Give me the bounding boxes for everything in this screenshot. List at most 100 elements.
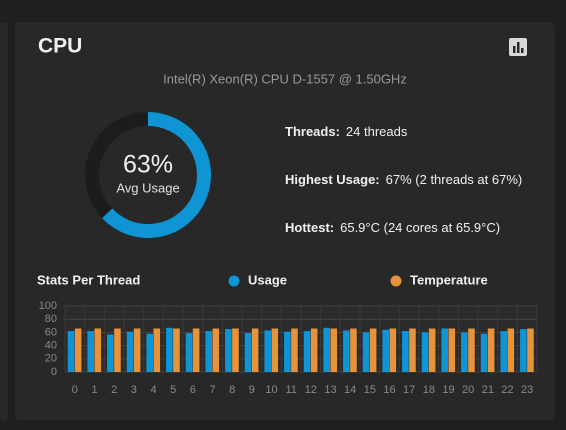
bar (507, 328, 515, 372)
y-tick-label: 60 (45, 326, 57, 338)
stat-label: Highest Usage: (285, 172, 380, 187)
y-tick-label: 40 (45, 340, 57, 352)
y-tick-label: 20 (45, 353, 57, 365)
bar (303, 331, 311, 372)
bar (67, 331, 75, 372)
x-tick-label: 11 (285, 384, 296, 396)
side-card (0, 22, 8, 420)
x-tick-label: 21 (482, 384, 494, 396)
bar (520, 329, 527, 372)
stat-label: Hottest: (285, 220, 334, 235)
x-tick-label: 13 (324, 384, 336, 396)
bar (441, 328, 448, 372)
bar (382, 329, 389, 372)
bar (205, 331, 212, 372)
bar (126, 331, 134, 372)
x-tick-label: 0 (72, 384, 78, 396)
gauge-label: 63% (123, 151, 173, 179)
stat-line: Threads: 24 threads (285, 124, 408, 139)
bar (487, 328, 495, 372)
bar (114, 328, 121, 372)
bar (264, 330, 271, 372)
bar (244, 333, 252, 372)
x-tick-label: 18 (423, 384, 435, 396)
bar (212, 328, 220, 372)
bar (192, 328, 200, 372)
bar (461, 332, 468, 372)
x-tick-label: 1 (91, 384, 97, 396)
bar (291, 328, 298, 372)
y-tick-label: 80 (45, 313, 57, 325)
x-tick-label: 6 (190, 384, 196, 396)
bar (343, 330, 350, 372)
bar (421, 332, 429, 372)
bar (166, 327, 173, 372)
card-title: CPU (38, 35, 82, 58)
x-tick-label: 19 (442, 384, 454, 396)
legend-swatch (390, 275, 402, 287)
x-tick-label: 12 (305, 384, 317, 396)
bar (87, 331, 94, 372)
cpu-model: Intel(R) Xeon(R) CPU D-1557 @ 1.50GHz (163, 71, 407, 86)
bar (173, 328, 180, 372)
bar (153, 328, 161, 372)
stat-value: 24 threads (346, 124, 408, 139)
report-icon[interactable] (509, 38, 527, 56)
stat-value: 67% (2 threads at 67%) (386, 172, 523, 187)
x-tick-label: 23 (521, 384, 533, 396)
bar (468, 328, 475, 372)
bar (94, 328, 102, 372)
stat-label: Threads: (285, 124, 340, 139)
x-tick-label: 7 (209, 384, 215, 396)
bar (185, 333, 193, 372)
x-tick-label: 22 (501, 384, 513, 396)
bar (527, 328, 534, 372)
gauge-caption: Avg Usage (116, 180, 179, 195)
bar (448, 328, 456, 372)
stat-value: 65.9°C (24 cores at 65.9°C) (340, 220, 500, 235)
legend-label: Usage (248, 272, 287, 287)
bar (369, 328, 377, 372)
bar (362, 332, 370, 372)
bar (402, 331, 409, 372)
bar (74, 328, 82, 372)
x-tick-label: 20 (462, 384, 474, 396)
bar (409, 328, 416, 372)
bar (146, 333, 153, 372)
bar (330, 328, 338, 372)
bar (107, 334, 114, 372)
bar (225, 329, 232, 372)
chart-title: Stats Per Thread (37, 272, 140, 287)
bar (284, 331, 291, 372)
bar (480, 333, 488, 372)
legend-label: Temperature (410, 272, 488, 287)
y-tick-label: 100 (39, 300, 57, 312)
x-tick-label: 16 (383, 384, 395, 396)
bar (251, 328, 259, 372)
bar (271, 328, 279, 372)
x-tick-label: 3 (131, 384, 137, 396)
x-tick-label: 8 (229, 384, 235, 396)
gauge-arc (102, 112, 211, 238)
x-tick-label: 17 (403, 384, 415, 396)
bar (323, 327, 330, 372)
legend-swatch (228, 275, 240, 287)
bar (232, 328, 239, 372)
x-tick-label: 5 (170, 384, 176, 396)
x-tick-label: 10 (265, 384, 277, 396)
bar (389, 328, 397, 372)
x-tick-label: 2 (111, 384, 117, 396)
bar (350, 328, 357, 372)
x-tick-label: 9 (249, 384, 255, 396)
x-tick-label: 14 (344, 384, 356, 396)
bar (428, 328, 436, 372)
bar (133, 328, 141, 372)
x-tick-label: 4 (150, 384, 156, 396)
bar (500, 331, 507, 372)
y-tick-label: 0 (51, 366, 57, 378)
stat-line: Hottest: 65.9°C (24 cores at 65.9°C) (285, 220, 500, 235)
x-tick-label: 15 (364, 384, 376, 396)
bar (310, 328, 318, 372)
